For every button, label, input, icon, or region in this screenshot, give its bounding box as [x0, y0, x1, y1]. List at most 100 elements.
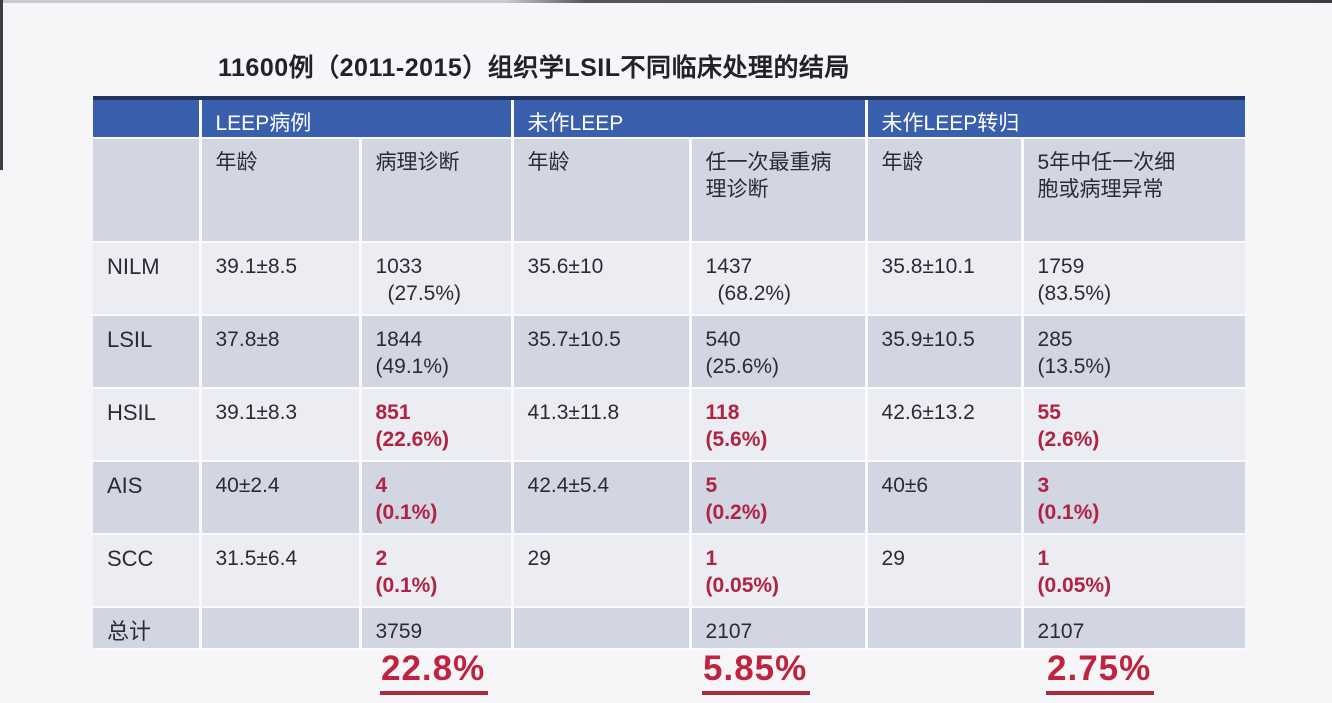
column-header-pathology: 病理诊断	[360, 138, 514, 243]
cell-percentage: (0.2%)	[705, 501, 768, 524]
table-cell: 35.7±10.5	[512, 315, 692, 389]
table-cell: 2107	[690, 607, 868, 650]
left-edge-artifact	[0, 0, 3, 170]
table-cell: 1033 (27.5%)	[360, 242, 514, 316]
table-cell: 35.6±10	[512, 242, 692, 316]
row-label: LSIL	[93, 315, 202, 389]
cell-percentage: (0.1%)	[375, 574, 438, 597]
table-cell: 1 (0.05%)	[1022, 534, 1246, 608]
cell-count: 1759	[1037, 255, 1085, 278]
cell-count: 1844	[375, 328, 423, 351]
row-label: NILM	[93, 242, 202, 316]
table-row: AIS 40±2.4 4 (0.1%) 42.4±5.4 5 (0.2%) 40±6 3 (0.1…	[93, 461, 1246, 535]
summary-percentages: 22.8% 5.85% 2.75%	[0, 649, 1332, 699]
table-cell: 118 (5.6%)	[690, 388, 868, 462]
cell-percentage: (25.6%)	[705, 355, 780, 378]
column-header-age-leep: 年龄	[200, 138, 362, 243]
table-cell: 55 (2.6%)	[1022, 388, 1246, 462]
table-body: NILM 39.1±8.5 1033 (27.5%) 35.6±10 1437 (68.2%…	[93, 242, 1246, 650]
table-cell: 1 (0.05%)	[690, 534, 868, 608]
cell-count: 851	[375, 401, 411, 424]
table-cell	[200, 607, 362, 650]
cell-count: 2	[375, 547, 388, 570]
cell-count: 55	[1037, 401, 1061, 424]
column-header-row: 年龄 病理诊断 年龄 任一次最重病理诊断 年龄 5年中任一次细胞或病理异常	[93, 138, 1246, 243]
cell-percentage: (0.1%)	[375, 501, 438, 524]
page-title: 11600例（2011-2015）组织学LSIL不同临床处理的结局	[218, 54, 850, 82]
cell-percentage: (49.1%)	[375, 355, 450, 378]
summary-percent-no-leep-outcome: 2.75%	[1046, 649, 1155, 695]
cell-percentage: (5.6%)	[705, 428, 768, 451]
summary-percent-leep: 22.8%	[380, 649, 489, 695]
cell-count: 2107	[1037, 620, 1085, 643]
group-header-row: LEEP病例 未作LEEP 未作LEEP转归	[93, 96, 1246, 139]
row-label: SCC	[93, 534, 202, 608]
summary-percent-no-leep: 5.85%	[702, 649, 811, 695]
table-row: 总计 3759 2107 2107	[93, 607, 1246, 650]
table-cell: 1844 (49.1%)	[360, 315, 514, 389]
table-cell: 39.1±8.5	[200, 242, 362, 316]
table-cell: 35.9±10.5	[866, 315, 1024, 389]
cell-percentage: (22.6%)	[375, 428, 450, 451]
cell-count: 35.8±10.1	[881, 255, 975, 278]
table-cell: 3759	[360, 607, 514, 650]
table-corner-cell	[93, 96, 202, 139]
cell-percentage: (68.2%)	[717, 282, 792, 305]
column-header-age-outcome: 年龄	[866, 138, 1024, 243]
table-cell: 37.8±8	[200, 315, 362, 389]
cell-count: 41.3±11.8	[527, 401, 620, 424]
table-cell: 285 (13.5%)	[1022, 315, 1246, 389]
cell-count: 29	[527, 547, 551, 570]
row-label: 总计	[93, 607, 202, 650]
cell-count: 3	[1037, 474, 1050, 497]
cell-count: 540	[705, 328, 741, 351]
table-cell: 42.4±5.4	[512, 461, 692, 535]
table-row: HSIL 39.1±8.3 851 (22.6%) 41.3±11.8 118 (5.6%)…	[93, 388, 1246, 462]
group-header-no-leep-outcome: 未作LEEP转归	[866, 96, 1246, 139]
column-header-age-no-leep: 年龄	[512, 138, 692, 243]
cell-count: 1	[705, 547, 718, 570]
cell-count: 40±6	[881, 474, 929, 497]
table-row: SCC 31.5±6.4 2 (0.1%) 29 1 (0.05%) 29 1 (0.05%)	[93, 534, 1246, 608]
cell-count: 39.1±8.3	[215, 401, 298, 424]
column-header-worst-pathology: 任一次最重病理诊断	[690, 138, 868, 243]
cell-count: 42.4±5.4	[527, 474, 610, 497]
cell-count: 4	[375, 474, 388, 497]
group-header-leep: LEEP病例	[200, 96, 514, 139]
cell-percentage: (0.05%)	[705, 574, 780, 597]
table-cell: 2107	[1022, 607, 1246, 650]
cell-count: 2107	[705, 620, 753, 643]
cell-percentage: (83.5%)	[1037, 282, 1112, 305]
table-cell	[866, 607, 1024, 650]
cell-count: 118	[705, 401, 740, 424]
cell-count: 1437	[705, 255, 753, 278]
cell-percentage: (0.1%)	[1037, 501, 1100, 524]
cell-count: 1033	[375, 255, 423, 278]
cell-percentage: (13.5%)	[1037, 355, 1112, 378]
table-cell: 29	[866, 534, 1024, 608]
table-cell: 40±2.4	[200, 461, 362, 535]
cell-percentage: (27.5%)	[387, 282, 462, 305]
cell-count: 1	[1037, 547, 1050, 570]
top-edge-artifact	[0, 0, 1332, 3]
column-header-5yr-abnormal: 5年中任一次细胞或病理异常	[1022, 138, 1246, 243]
table-cell: 31.5±6.4	[200, 534, 362, 608]
table-cell: 29	[512, 534, 692, 608]
cell-count: 39.1±8.5	[215, 255, 298, 278]
cell-count: 5	[705, 474, 718, 497]
table-cell: 41.3±11.8	[512, 388, 692, 462]
cell-percentage: (0.05%)	[1037, 574, 1112, 597]
group-header-no-leep: 未作LEEP	[512, 96, 868, 139]
table-cell: 42.6±13.2	[866, 388, 1024, 462]
table-cell: 1759 (83.5%)	[1022, 242, 1246, 316]
row-label: HSIL	[93, 388, 202, 462]
cell-count: 42.6±13.2	[881, 401, 975, 424]
row-label-column-header	[93, 138, 202, 243]
cell-count: 31.5±6.4	[215, 547, 298, 570]
cell-count: 35.9±10.5	[881, 328, 975, 351]
cell-count: 40±2.4	[215, 474, 280, 497]
table-cell: 3 (0.1%)	[1022, 461, 1246, 535]
table-cell: 5 (0.2%)	[690, 461, 868, 535]
cell-count: 35.6±10	[527, 255, 604, 278]
